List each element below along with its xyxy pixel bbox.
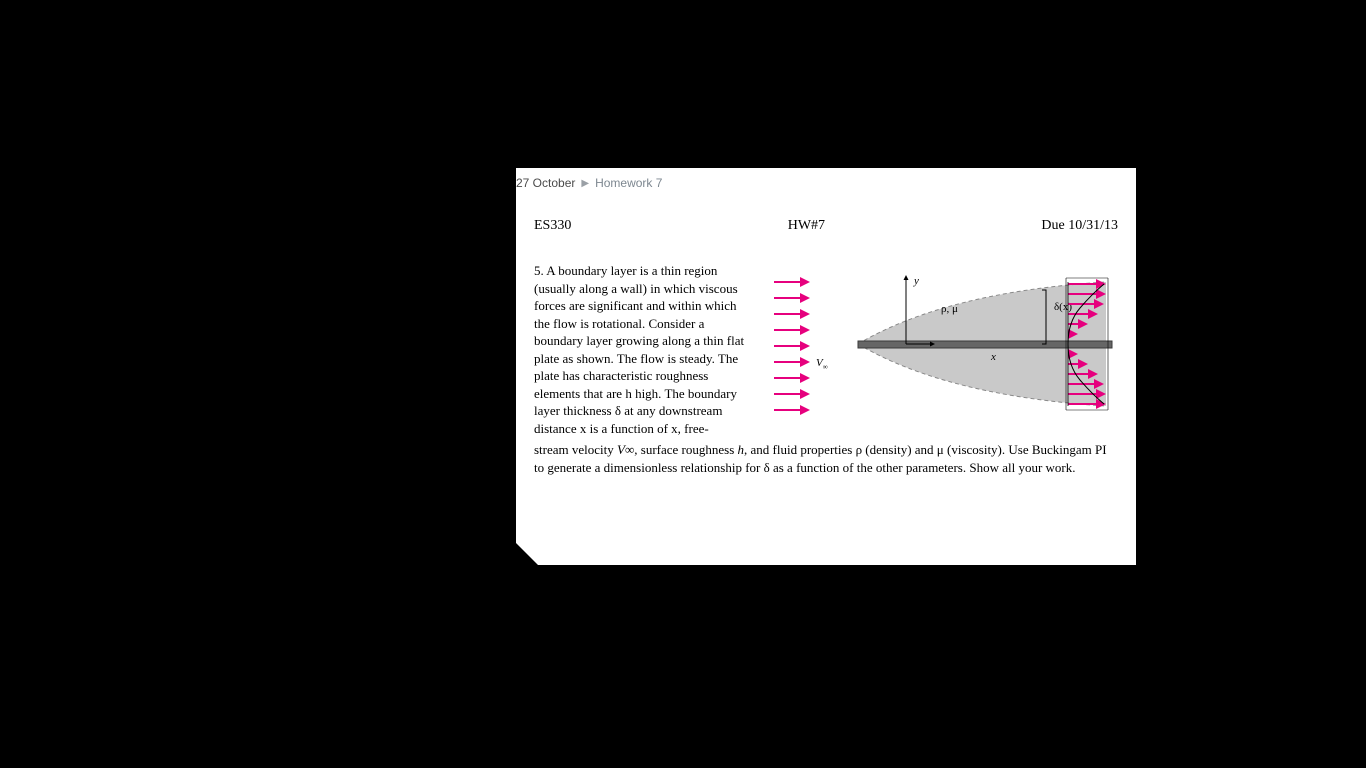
svg-text:V∞: V∞ xyxy=(816,357,828,371)
breadcrumb-separator-icon: ▶ xyxy=(581,178,589,189)
problem-number: 5. xyxy=(534,263,544,278)
course-code: ES330 xyxy=(534,218,571,234)
problem-5: 5. A boundary layer is a thin region (us… xyxy=(534,262,1118,477)
document-header: ES330 HW#7 Due 10/31/13 xyxy=(534,218,1118,234)
svg-text:y: y xyxy=(913,275,919,287)
problem-text-top: 5. A boundary layer is a thin region (us… xyxy=(534,262,754,437)
hw-number: HW#7 xyxy=(788,218,825,234)
due-date: Due 10/31/13 xyxy=(1041,218,1118,234)
breadcrumb-current: Homework 7 xyxy=(595,176,662,190)
svg-text:δ(x): δ(x) xyxy=(1054,301,1072,313)
svg-text:ρ, μ: ρ, μ xyxy=(941,303,958,315)
document-body: ES330 HW#7 Due 10/31/13 5. A boundary la… xyxy=(534,218,1118,477)
boundary-layer-figure: y x V∞ ρ, μ δ(x) xyxy=(766,264,1116,424)
breadcrumb-prev[interactable]: 27 October xyxy=(516,176,575,190)
breadcrumb: 27 October ▶ Homework 7 xyxy=(516,176,662,190)
problem-text-bottom: stream velocity V∞, surface roughness h,… xyxy=(534,441,1118,476)
svg-text:x: x xyxy=(990,351,996,363)
document-page: 27 October ▶ Homework 7 ES330 HW#7 Due 1… xyxy=(516,168,1136,565)
